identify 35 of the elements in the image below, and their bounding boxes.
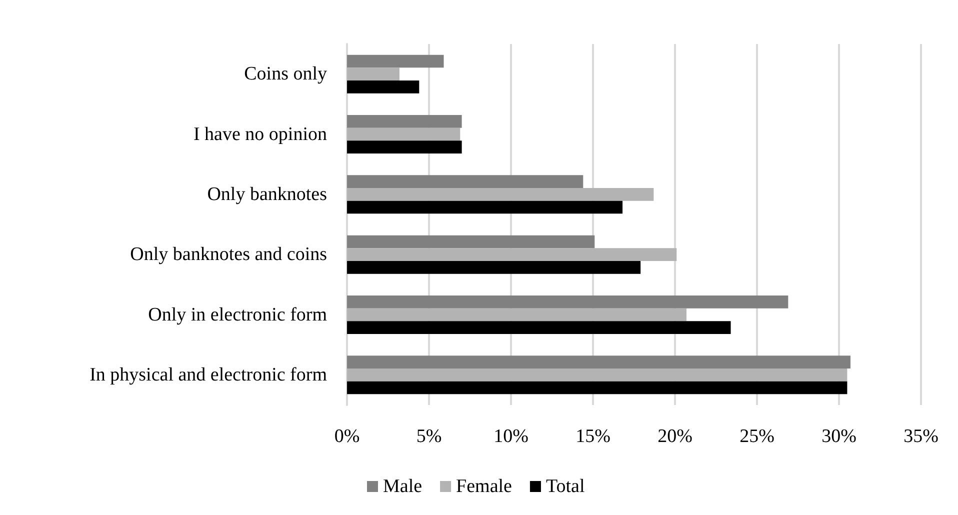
legend-label: Total [546, 476, 585, 497]
bar [347, 368, 848, 382]
legend-label: Male [383, 476, 422, 497]
bar [347, 175, 584, 188]
y-tick-label: Coins only [244, 64, 328, 85]
bar [347, 308, 686, 322]
bar [347, 235, 595, 248]
bar [347, 321, 731, 334]
x-tick-label: 10% [494, 426, 529, 447]
x-tick-label: 30% [822, 426, 857, 447]
bar [347, 200, 623, 214]
bar [347, 381, 848, 394]
x-tick-label: 0% [334, 426, 360, 447]
legend-label: Female [456, 476, 512, 497]
bar [347, 140, 462, 154]
x-tick-label: 25% [740, 426, 775, 447]
bar [347, 128, 460, 141]
bar [347, 261, 641, 274]
y-tick-label: Only in electronic form [148, 304, 328, 326]
x-tick-label: 35% [904, 426, 939, 447]
y-tick-label: In physical and electronic form [90, 364, 328, 386]
bar [347, 188, 654, 201]
bar [347, 295, 788, 308]
x-tick-label: 15% [576, 426, 611, 447]
y-tick-label: Only banknotes [207, 184, 327, 205]
x-tick-label: 5% [416, 426, 442, 447]
bar [347, 80, 420, 94]
bar [347, 356, 850, 368]
y-tick-label: Only banknotes and coins [130, 244, 327, 266]
bar [347, 54, 444, 68]
y-tick-label: I have no opinion [193, 124, 328, 145]
x-tick-label: 20% [658, 426, 693, 447]
bar [347, 68, 400, 80]
bar [347, 114, 462, 128]
bar [347, 248, 677, 261]
